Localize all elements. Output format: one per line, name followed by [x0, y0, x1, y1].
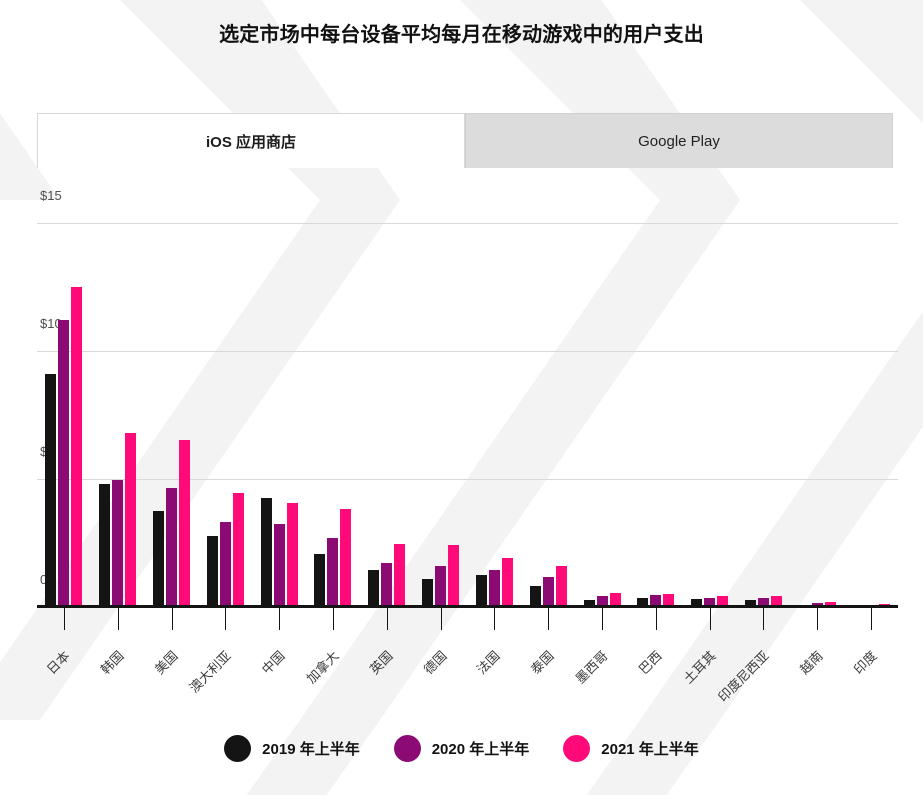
- x-axis-label: 土耳其: [680, 648, 719, 687]
- tab-google-play-label: Google Play: [638, 132, 720, 150]
- tab-ios-app-store[interactable]: iOS 应用商店: [37, 113, 465, 168]
- legend-swatch-icon: [393, 735, 421, 762]
- x-axis-tick: [602, 608, 604, 630]
- x-axis-label: 美国: [151, 648, 181, 678]
- x-axis-labels: 日本 韩国 美国 澳大利亚 中国 加拿大 英国 德国 法国 泰国 墨西哥 巴西 土耳其 印度尼西亚 越南 印度: [0, 638, 923, 728]
- bar-group: [575, 592, 629, 608]
- x-axis-label: 中国: [258, 648, 288, 678]
- x-axis-label: 英国: [366, 648, 396, 678]
- axis-layer: [0, 168, 923, 638]
- x-axis-tick: [225, 608, 227, 630]
- x-axis-label: 印度: [850, 648, 880, 678]
- x-axis-label: 巴西: [635, 648, 665, 678]
- chart-legend: 2019 年上半年 2020 年上半年 2021 年上半年: [0, 735, 923, 762]
- bar[interactable]: [219, 522, 231, 608]
- page-title: 选定市场中每台设备平均每月在移动游戏中的用户支出: [219, 24, 704, 46]
- legend-swatch-icon: [224, 735, 252, 762]
- x-axis-label: 印度尼西亚: [715, 648, 773, 705]
- bar[interactable]: [555, 565, 567, 608]
- legend-item[interactable]: 2020 年上半年: [393, 735, 530, 762]
- bar[interactable]: [286, 503, 298, 608]
- x-axis-tick: [279, 608, 281, 630]
- x-axis-label: 法国: [474, 648, 504, 678]
- x-axis-label: 日本: [43, 648, 73, 678]
- x-axis-label: 韩国: [97, 648, 127, 678]
- x-axis-label: 泰国: [527, 648, 557, 678]
- x-axis-label: 加拿大: [303, 648, 342, 687]
- legend-swatch-icon: [563, 735, 591, 762]
- bar-group: [252, 497, 306, 608]
- gridline: [37, 223, 898, 224]
- tab-ios-app-store-label: iOS 应用商店: [205, 133, 296, 151]
- legend-item[interactable]: 2021 年上半年: [563, 735, 699, 762]
- legend-label: 2020 年上半年: [431, 741, 530, 758]
- bar[interactable]: [71, 286, 83, 608]
- x-axis-label: 德国: [420, 648, 450, 678]
- y-axis-tick-label: $10: [40, 316, 62, 331]
- x-axis-label: 越南: [797, 648, 827, 678]
- x-axis-label: 澳大利亚: [186, 648, 235, 696]
- bar[interactable]: [273, 523, 285, 608]
- legend-item[interactable]: 2019 年上半年: [224, 735, 360, 762]
- bar[interactable]: [260, 497, 272, 608]
- x-axis-label: 墨西哥: [572, 648, 611, 687]
- legend-label: 2021 年上半年: [601, 741, 699, 758]
- bar[interactable]: [232, 492, 244, 608]
- bar[interactable]: [609, 592, 621, 608]
- legend-label: 2019 年上半年: [262, 741, 360, 758]
- gridline: [37, 351, 898, 352]
- x-axis-baseline: [37, 605, 898, 608]
- tab-google-play[interactable]: Google Play: [465, 113, 893, 168]
- bar[interactable]: [596, 596, 608, 608]
- store-tabs: iOS 应用商店 Google Play: [37, 113, 893, 168]
- chart-plot-area: $15$10$50: [0, 168, 923, 638]
- bar[interactable]: [583, 600, 595, 608]
